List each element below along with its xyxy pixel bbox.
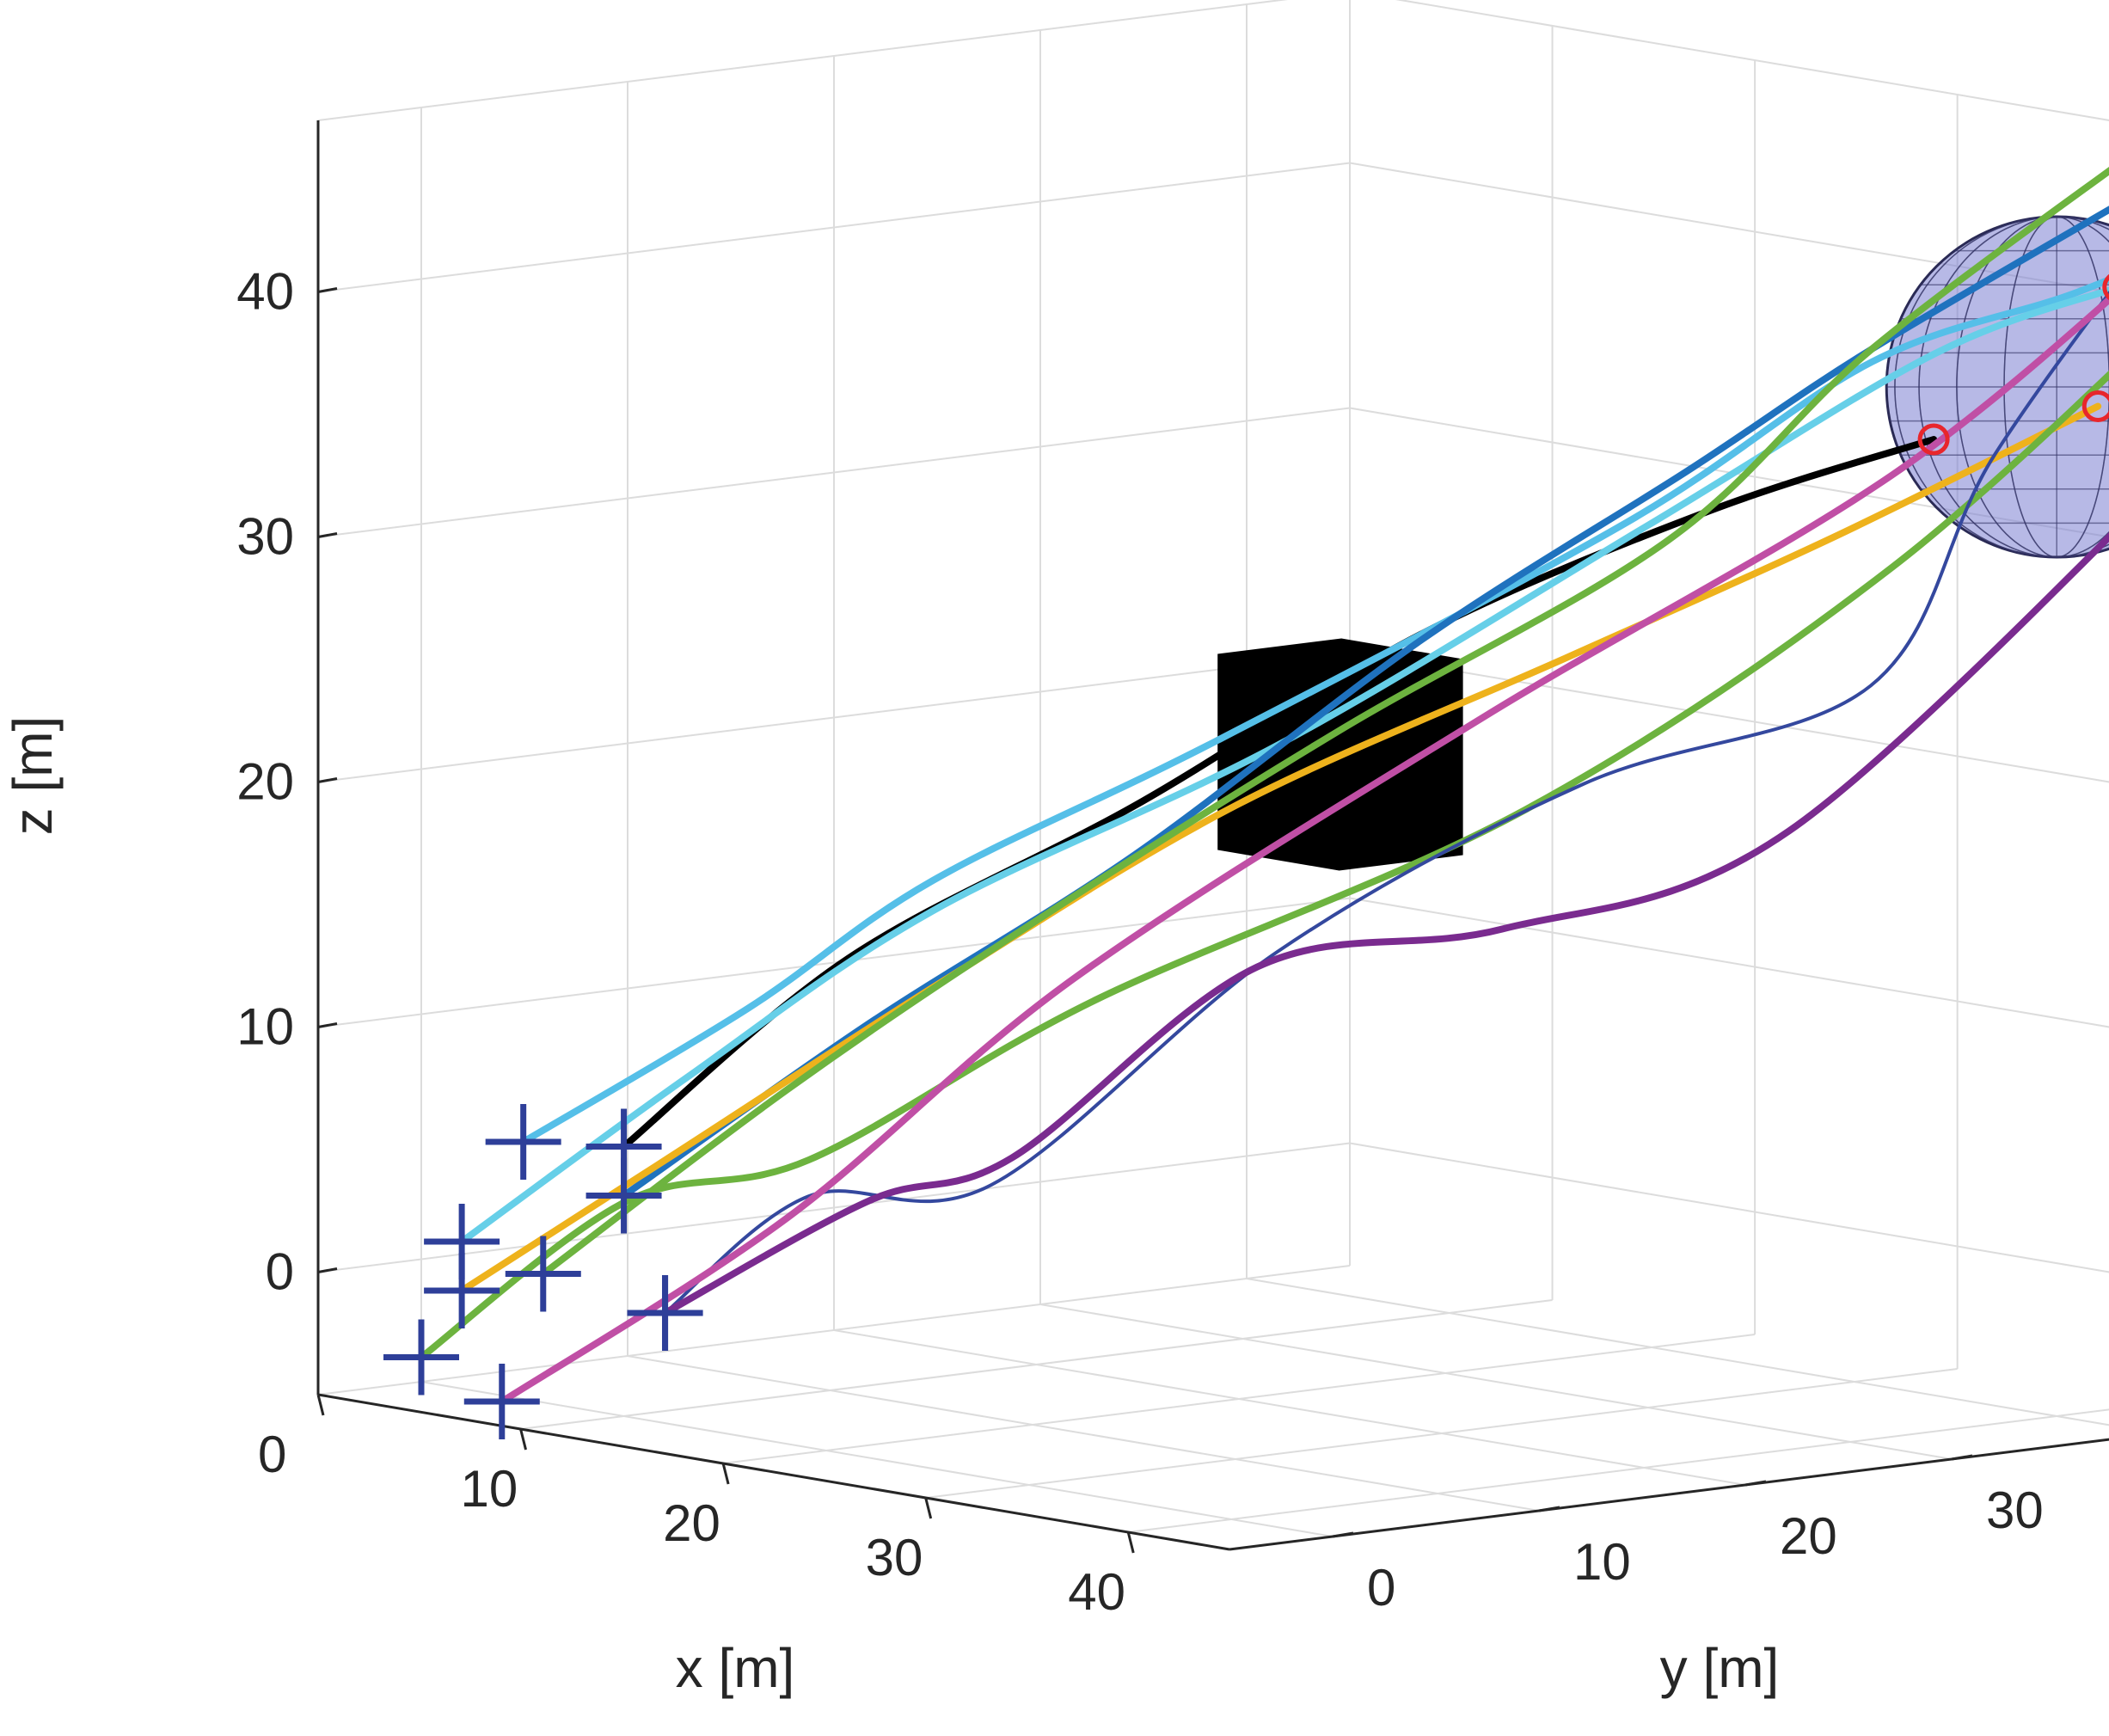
trajectory-series-layer xyxy=(418,166,2109,1405)
grid-line-floor-x xyxy=(1128,1408,2109,1533)
x-tick xyxy=(519,1428,528,1451)
start-marker xyxy=(505,1236,581,1312)
y-tick xyxy=(1332,1531,1354,1538)
start-marker xyxy=(627,1275,703,1351)
x-tick xyxy=(924,1497,933,1519)
x-tick-label: 20 xyxy=(663,1494,720,1552)
grid-line-wall-xz xyxy=(1349,1142,2109,1273)
x-tick-label: 40 xyxy=(1068,1563,1125,1621)
y-axis-label: y [m] xyxy=(1660,1637,1780,1699)
trajectory-yellow xyxy=(458,402,2102,1294)
y-axis-line xyxy=(1229,1438,2109,1551)
axes-layer xyxy=(316,120,2109,1554)
y-tick-label: 20 xyxy=(1780,1507,1837,1565)
grid-line-wall-xz xyxy=(1349,162,2109,293)
grid-line-floor-y xyxy=(627,1355,1540,1512)
x-tick-label: 30 xyxy=(866,1529,923,1586)
x-tick xyxy=(721,1463,730,1485)
y-tick xyxy=(1744,1480,1767,1487)
x-tick xyxy=(1126,1531,1135,1554)
start-marker xyxy=(424,1253,500,1328)
x-axis-label: x [m] xyxy=(676,1637,795,1699)
z-tick xyxy=(317,287,338,293)
z-tick-label: 0 xyxy=(266,1243,294,1301)
x-tick-label: 10 xyxy=(461,1460,518,1518)
x-axis-line xyxy=(317,1393,1230,1551)
grid-line-wall-yz xyxy=(317,162,1351,293)
start-marker xyxy=(463,1364,540,1439)
grid-line-wall-xz xyxy=(1349,407,2109,538)
target-sphere-layer xyxy=(1885,215,2109,559)
grid-line-floor-y xyxy=(420,1381,1333,1537)
z-tick xyxy=(317,1267,338,1273)
end-marker xyxy=(2102,273,2109,301)
z-tick xyxy=(317,532,338,538)
grid-layer xyxy=(317,0,2109,1550)
grid-line-wall-yz xyxy=(317,652,1351,783)
grid-line-wall-xz xyxy=(1349,652,2109,783)
box-edge xyxy=(317,0,1289,121)
trajectory-green-2 xyxy=(539,166,2109,1278)
y-tick-label: 10 xyxy=(1573,1533,1631,1591)
x-tick xyxy=(316,1394,325,1416)
y-tick-label: 30 xyxy=(1986,1481,2044,1539)
grid-line-floor-y xyxy=(833,1329,1746,1486)
box-edge xyxy=(1395,0,2109,121)
z-tick-label: 10 xyxy=(236,998,294,1056)
end-marker xyxy=(1917,423,1950,456)
start-marker xyxy=(383,1319,459,1396)
end-marker xyxy=(2081,390,2109,422)
trajectory-purple xyxy=(661,532,2109,1316)
z-axis-label: z [m] xyxy=(2,716,64,836)
grid-line-wall-xz xyxy=(1349,897,2109,1028)
tick-labels: 000101010202020303030404040 xyxy=(236,263,2044,1622)
start-marker xyxy=(585,1157,662,1234)
marker-layer xyxy=(383,273,2109,1439)
y-tick xyxy=(1538,1506,1560,1512)
y-tick-label: 0 xyxy=(1367,1559,1395,1616)
z-tick-label: 30 xyxy=(236,508,294,566)
z-tick xyxy=(317,777,338,783)
start-marker xyxy=(485,1104,561,1180)
x-tick-label: 0 xyxy=(258,1426,286,1483)
grid-line-floor-y xyxy=(1246,1278,2109,1426)
trajectory-navy xyxy=(663,290,2109,1315)
sphere-meridian xyxy=(1894,216,2109,558)
trajectory-magenta xyxy=(498,295,2109,1405)
grid-line-floor-x xyxy=(925,1368,1958,1499)
trajectory-sky-blue xyxy=(519,275,2109,1145)
z-tick xyxy=(317,1022,338,1028)
box-edge xyxy=(1229,1438,2109,1550)
z-tick-label: 20 xyxy=(236,753,294,811)
grid-line-floor-y xyxy=(1039,1304,1953,1460)
z-tick-label: 40 xyxy=(236,263,294,321)
y-tick xyxy=(1951,1454,1973,1461)
grid-line-wall-yz xyxy=(317,407,1351,538)
